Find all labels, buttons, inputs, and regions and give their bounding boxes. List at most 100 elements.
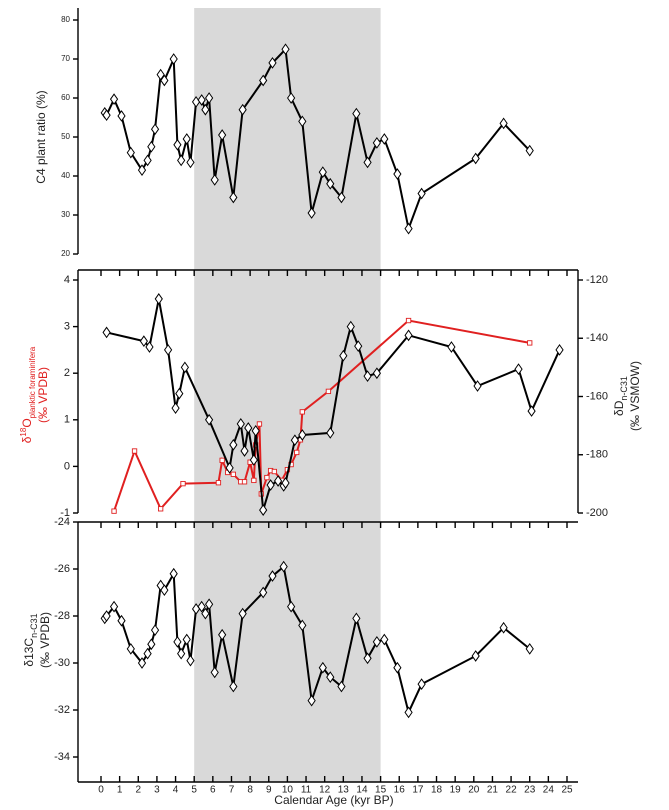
data-point xyxy=(363,652,372,665)
data-point xyxy=(229,191,238,204)
y-axis-label: C4 plant ratio (%) xyxy=(34,90,48,183)
data-point xyxy=(514,363,523,375)
y-tick-label: 80 xyxy=(61,15,70,24)
data-point xyxy=(147,140,156,153)
x-tick-label: 2 xyxy=(135,785,141,796)
x-tick-label: 9 xyxy=(266,785,272,796)
data-point xyxy=(215,480,222,486)
data-point xyxy=(163,344,173,356)
data-point xyxy=(473,380,482,392)
y2-tick-label: -180 xyxy=(586,449,608,461)
data-point xyxy=(307,207,316,219)
data-point xyxy=(354,340,363,352)
data-point xyxy=(325,388,332,395)
data-point xyxy=(268,570,277,582)
data-point xyxy=(177,154,186,167)
data-point xyxy=(273,475,283,487)
data-point xyxy=(102,610,111,622)
data-point xyxy=(380,133,389,145)
x-tick-label: 21 xyxy=(487,785,499,796)
y-tick-label: -24 xyxy=(54,516,70,528)
data-point xyxy=(268,57,277,69)
x-tick-label: 16 xyxy=(394,785,406,796)
data-point xyxy=(287,92,296,104)
data-point xyxy=(186,156,195,169)
data-point xyxy=(281,477,290,489)
data-point xyxy=(352,612,361,625)
y2-tick-label: -120 xyxy=(586,274,608,286)
y-axis-unit: (‰ VPDB) xyxy=(38,612,52,668)
data-point xyxy=(249,454,258,466)
y-tick-label: -34 xyxy=(54,751,70,763)
data-point xyxy=(326,177,335,190)
y-tick-label: 50 xyxy=(61,132,70,141)
x-tick-label: 18 xyxy=(431,785,443,796)
data-point xyxy=(527,340,533,346)
data-point xyxy=(326,671,335,683)
data-point xyxy=(229,438,238,451)
y-tick-label: -30 xyxy=(54,657,70,669)
data-point xyxy=(182,633,191,646)
y-tick-label: 70 xyxy=(61,54,70,63)
data-point xyxy=(143,154,152,167)
data-point xyxy=(186,654,195,667)
data-point xyxy=(499,621,508,634)
data-point xyxy=(417,187,426,200)
data-point xyxy=(102,326,111,339)
data-point xyxy=(318,661,327,674)
data-point xyxy=(290,434,299,447)
y2-tick-label: -200 xyxy=(586,507,608,519)
data-point xyxy=(298,429,307,441)
data-point xyxy=(471,650,480,662)
data-point xyxy=(126,146,135,159)
data-point xyxy=(117,614,126,627)
data-point xyxy=(259,74,268,87)
data-point xyxy=(109,93,119,106)
data-point xyxy=(145,341,154,353)
x-tick-label: 4 xyxy=(173,785,179,796)
data-point xyxy=(156,68,165,81)
data-point xyxy=(173,635,182,648)
data-point xyxy=(298,619,307,632)
data-point xyxy=(298,115,307,128)
data-point xyxy=(173,138,182,151)
data-point xyxy=(326,427,335,439)
y-axis-label: δ18Oplanktic foraminifera xyxy=(19,346,37,443)
y-tick-label: 3 xyxy=(64,321,70,333)
x-tick-label: 11 xyxy=(301,785,312,796)
data-point xyxy=(372,635,381,648)
data-point xyxy=(210,666,219,679)
data-point xyxy=(525,643,534,655)
data-point xyxy=(111,508,117,514)
data-point xyxy=(102,109,111,122)
data-point xyxy=(405,317,412,324)
y-axis-label: δ13Cn-C31 xyxy=(22,613,39,666)
shaded-span xyxy=(194,8,381,782)
data-point xyxy=(201,103,210,116)
y-tick-label: 40 xyxy=(61,171,70,180)
x-tick-label: 1 xyxy=(117,785,123,796)
data-point xyxy=(210,174,219,186)
x-axis-label: Calendar Age (kyr BP) xyxy=(274,793,393,807)
x-tick-label: 0 xyxy=(98,785,104,796)
y-tick-label: 2 xyxy=(64,367,70,379)
x-tick-label: 19 xyxy=(450,785,462,796)
x-tick-label: 10 xyxy=(282,785,294,796)
data-point xyxy=(218,628,227,641)
data-point xyxy=(205,598,214,611)
x-tick-label: 22 xyxy=(506,785,518,796)
data-point xyxy=(219,457,225,463)
data-point xyxy=(160,584,169,597)
data-point xyxy=(264,474,270,481)
data-point xyxy=(256,421,263,427)
data-point xyxy=(555,344,564,356)
data-point xyxy=(337,191,346,204)
data-point xyxy=(150,624,160,636)
x-tick-label: 5 xyxy=(191,785,197,796)
x-tick-label: 17 xyxy=(412,785,424,796)
data-point xyxy=(205,92,214,104)
x-tick-label: 13 xyxy=(338,785,350,796)
data-point xyxy=(182,133,191,145)
data-point xyxy=(157,506,164,512)
